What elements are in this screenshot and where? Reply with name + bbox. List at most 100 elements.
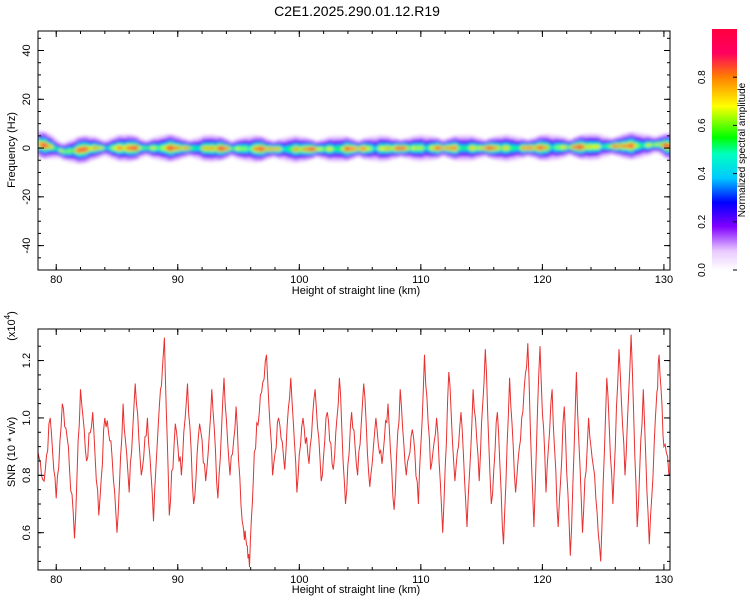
spectrogram-cell (287, 147, 291, 151)
spectrogram-y-tick-label: -20 (21, 189, 33, 205)
spectrogram-cell (38, 142, 42, 146)
spectrogram-cell (639, 144, 644, 148)
snr-y-ticks: 0.6 0.8 1.0 1.2 (21, 345, 670, 562)
spectrogram-cell (469, 146, 474, 150)
spectrogram-cell (53, 146, 57, 150)
spectrogram-cell (360, 147, 364, 150)
spectrogram-cell (241, 147, 246, 151)
spectrogram-cell (144, 147, 148, 150)
snr-scale-base: (x10 (6, 319, 18, 340)
snr-y-axis-label: SNR (10 * v/v) (6, 417, 18, 487)
spectrogram-cell (293, 147, 297, 151)
spectrogram-cell (527, 146, 531, 149)
spectrogram-cell (642, 144, 647, 147)
spectrogram-cell (402, 147, 407, 150)
spectrogram-cell (603, 145, 607, 148)
spectrogram-cell (71, 149, 76, 153)
spectrogram-cell (533, 146, 537, 150)
spectrogram-cell (344, 147, 349, 151)
spectrogram-cell (153, 146, 158, 150)
spectrogram-cell (518, 146, 522, 150)
spectrogram-cell (275, 147, 279, 151)
spectrogram-cell (98, 146, 103, 150)
spectrogram-cell (472, 146, 477, 150)
spectrogram-cell (621, 144, 626, 148)
spectrogram-cell (670, 140, 674, 154)
spectrogram-cell (253, 147, 258, 151)
spectrogram-cell (396, 147, 401, 150)
spectrogram-cell (378, 146, 382, 151)
spectrogram-cell (633, 144, 638, 148)
spectrogram-cell (545, 146, 550, 150)
spectrogram-y-axis-label: Frequency (Hz) (6, 112, 18, 188)
snr-y-tick-label: 0.6 (21, 525, 33, 540)
spectrogram-cell (80, 148, 85, 152)
colorbar-tick-label: 0.2 (697, 214, 708, 228)
spectrogram-cell (548, 145, 553, 150)
spectrogram-panel: 80 90 100 110 120 130 -40 -20 0 20 40 Height of s… (6, 30, 674, 297)
spectrogram-cell (92, 146, 97, 150)
snr-y-tick-label: 1.0 (21, 410, 33, 425)
spectrogram-cell (229, 147, 234, 150)
spectrogram-cell (505, 146, 510, 150)
spectrogram-cell (95, 146, 100, 150)
spectrogram-cell (584, 145, 589, 149)
spectrogram-cell (572, 146, 577, 149)
spectrogram-y-ticks: -40 -20 0 20 40 (21, 37, 670, 271)
spectrogram-cell (290, 147, 294, 151)
colorbar-tick-label: 0.4 (697, 166, 708, 180)
spectrogram-cell (208, 146, 212, 150)
spectrogram-cell (350, 147, 355, 150)
spectrogram-cell (168, 146, 173, 150)
spectrogram-cell (238, 147, 243, 151)
spectrogram-cell (539, 146, 543, 150)
spectrogram-cell (223, 147, 227, 150)
spectrogram-cell (436, 146, 440, 150)
spectrogram-cell (393, 147, 398, 150)
spectrogram-y-tick-label: 0 (21, 145, 33, 151)
spectrogram-heatmap (38, 131, 674, 164)
spectrogram-cell (445, 146, 449, 150)
spectrogram-cell (320, 147, 325, 151)
spectrogram-cell (375, 146, 379, 151)
spectrogram-cell (654, 143, 659, 146)
spectrogram-cell (314, 148, 319, 151)
spectrogram-cell (129, 146, 133, 150)
spectrogram-cell (512, 146, 516, 150)
spectrogram-cell (104, 146, 109, 150)
snr-x-tick-label: 90 (172, 574, 184, 586)
spectrogram-cell (110, 146, 115, 150)
colorbar-gradient (712, 29, 737, 270)
spectrogram-cell (156, 146, 161, 150)
spectrogram-cell (515, 146, 519, 150)
spectrogram-x-tick-label: 130 (655, 274, 673, 286)
spectrogram-cell (247, 147, 252, 151)
spectrogram-cell (341, 147, 346, 151)
spectrogram-cell (420, 146, 425, 150)
snr-x-tick-label: 110 (412, 574, 430, 586)
spectrogram-cell (566, 146, 571, 149)
spectrogram-cell (180, 146, 185, 150)
spectrogram-cell (311, 148, 316, 151)
spectrogram-cell (575, 145, 580, 149)
spectrogram-cell (484, 147, 489, 150)
spectrogram-cell (475, 146, 480, 150)
spectrogram-cell (591, 145, 595, 149)
spectrogram-cell (569, 146, 574, 149)
spectrogram-cell (578, 145, 583, 149)
spectrogram-cell (150, 146, 155, 150)
spectrogram-cell (399, 147, 404, 150)
spectrogram-cell (660, 143, 665, 147)
spectrogram-cell (171, 146, 176, 150)
spectrogram-cell (132, 146, 136, 150)
spectrogram-cell (508, 146, 513, 150)
spectrogram-cell (113, 146, 118, 150)
spectrogram-cell (417, 146, 422, 150)
spectrogram-cell (357, 147, 361, 150)
spectrogram-x-tick-label: 80 (50, 274, 62, 286)
spectrogram-cell (487, 146, 492, 150)
spectrogram-cell (278, 147, 282, 151)
svg-text:(x104): (x104) (3, 311, 18, 341)
spectrogram-cell (405, 146, 410, 150)
spectrogram-cell (123, 146, 127, 150)
